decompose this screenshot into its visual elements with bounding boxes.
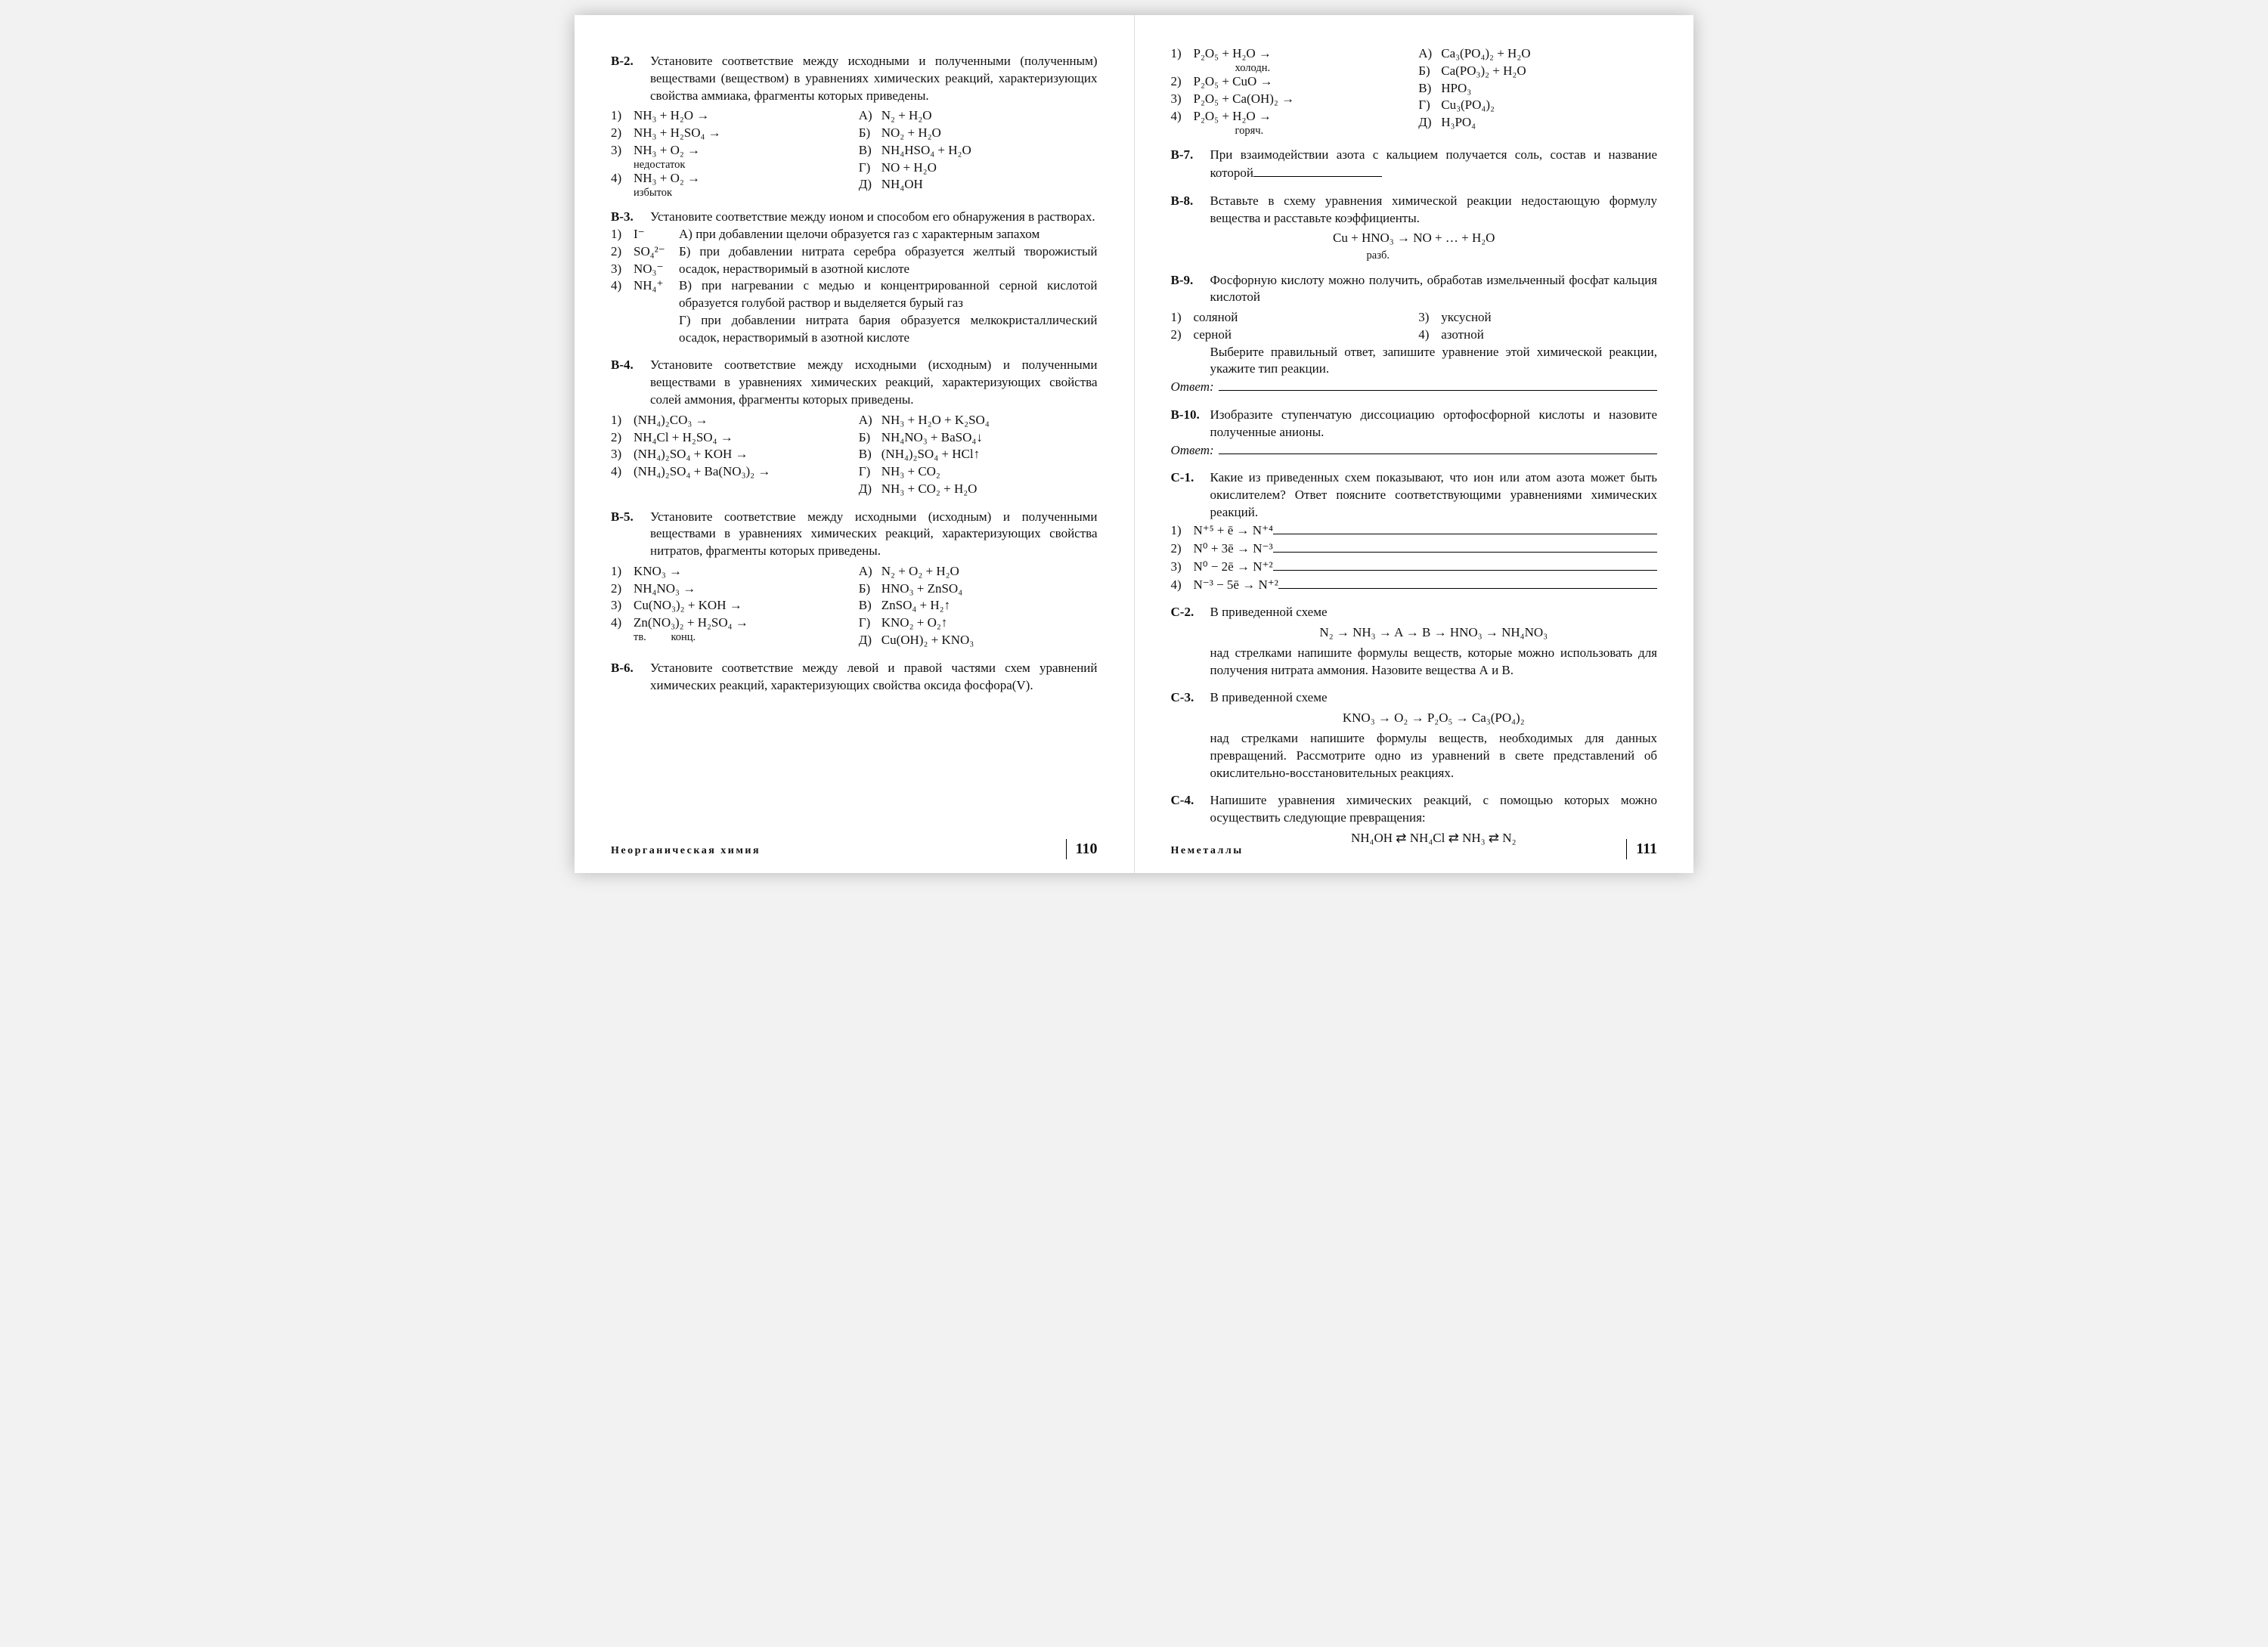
fill-line (1253, 164, 1382, 177)
task-b3-label: В-3. (611, 209, 650, 226)
footer-section-left: Неорганическая химия (611, 844, 1066, 859)
task-b6-cols: 1)P₂O₅ + H₂O → холодн. 2)P₂O₅ + CuO → 3)… (1171, 45, 1658, 136)
task-b7-label: В-7. (1171, 147, 1210, 182)
page-spread: В-2. Установите соответствие между исход… (575, 15, 1693, 873)
task-c1: С-1. Какие из приведенных схем показываю… (1171, 469, 1658, 593)
task-b8: В-8. Вставьте в схему уравнения химическ… (1171, 193, 1658, 262)
task-c3: С-3. В приведенной схеме KNO₃ → O₂ → P₂O… (1171, 689, 1658, 782)
page-110: В-2. Установите соответствие между исход… (575, 15, 1135, 873)
fill-line (1273, 558, 1657, 571)
task-c1-label: С-1. (1171, 469, 1210, 521)
page-111: 1)P₂O₅ + H₂O → холодн. 2)P₂O₅ + CuO → 3)… (1135, 15, 1694, 873)
b6-right-col: А)Ca₃(PO₄)₂ + H₂O Б)Ca(PO₃)₂ + H₂O В)HPO… (1418, 45, 1657, 136)
task-b9-text: Фосфорную кислоту можно получить, обрабо… (1210, 272, 1658, 307)
task-b7-text: При взаимодействии азота с кальцием полу… (1210, 147, 1658, 182)
task-b6: В-6. Установите соответствие между левой… (611, 660, 1098, 695)
b8-equation: Cu + HNO₃ → NO + … + H₂O (1171, 230, 1658, 247)
b5-left-col: 1)KNO₃ → 2)NH₄NO₃ → 3)Cu(NO₃)₂ + KOH → 4… (611, 563, 850, 649)
footer-right: Неметаллы 111 (1171, 839, 1658, 859)
answer-label: Ответ: (1171, 442, 1214, 460)
task-b9-label: В-9. (1171, 272, 1210, 307)
task-b3-text: Установите соответствие между ионом и сп… (650, 209, 1098, 226)
b3-answers: А) при добавлении щелочи образуется газ … (679, 226, 1098, 346)
page-number-right: 111 (1626, 839, 1657, 859)
task-b10: В-10. Изобразите ступенчатую диссоциацию… (1171, 407, 1658, 459)
task-b6-text: Установите соответствие между левой и пр… (650, 660, 1098, 695)
task-b10-label: В-10. (1171, 407, 1210, 441)
task-b4-label: В-4. (611, 357, 650, 408)
c3-equation: KNO₃ → O₂ → P₂O₅ → Ca₃(PO₄)₂ (1210, 710, 1658, 727)
b3-ions: 1)I⁻ 2)SO₄²⁻ 3)NO₃⁻ 4)NH₄⁺ (611, 226, 679, 346)
task-b3: В-3. Установите соответствие между ионом… (611, 209, 1098, 346)
task-b7: В-7. При взаимодействии азота с кальцием… (1171, 147, 1658, 182)
b4-left-col: 1)(NH₄)₂CO₃ → 2)NH₄Cl + H₂SO₄ → 3)(NH₄)₂… (611, 412, 850, 498)
task-b5-text: Установите соответствие между исходными … (650, 509, 1098, 560)
fill-line (1219, 441, 1657, 454)
task-b4: В-4. Установите соответствие между исход… (611, 357, 1098, 497)
task-b8-text: Вставьте в схему уравнения химической ре… (1210, 193, 1658, 228)
task-b4-text: Установите соответствие между исходными … (650, 357, 1098, 408)
task-c2-label: С-2. (1171, 604, 1210, 679)
fill-line (1273, 540, 1657, 553)
answer-label: Ответ: (1171, 379, 1214, 396)
task-b2-text: Установите соответствие между исходными … (650, 53, 1098, 104)
b6-left-col: 1)P₂O₅ + H₂O → холодн. 2)P₂O₅ + CuO → 3)… (1171, 45, 1410, 136)
task-b10-text: Изобразите ступенчатую диссоциацию ортоф… (1210, 407, 1658, 441)
task-c2: С-2. В приведенной схеме N₂ → NH₃ → A → … (1171, 604, 1658, 679)
task-b5: В-5. Установите соответствие между исход… (611, 509, 1098, 649)
task-b2: В-2. Установите соответствие между исход… (611, 53, 1098, 198)
task-b6-label: В-6. (611, 660, 650, 695)
task-b5-label: В-5. (611, 509, 650, 560)
task-c3-label: С-3. (1171, 689, 1210, 782)
page-number-left: 110 (1066, 839, 1098, 859)
fill-line (1219, 378, 1657, 391)
footer-left: Неорганическая химия 110 (611, 839, 1098, 859)
b2-right-col: А)N₂ + H₂O Б)NO₂ + H₂O В)NH₄HSO₄ + H₂O Г… (859, 107, 1098, 198)
task-b2-label: В-2. (611, 53, 650, 104)
task-b8-label: В-8. (1171, 193, 1210, 228)
b5-right-col: А)N₂ + O₂ + H₂O Б)HNO₃ + ZnSO₄ В)ZnSO₄ +… (859, 563, 1098, 649)
task-c1-text: Какие из приведенных схем показывают, чт… (1210, 469, 1658, 521)
b4-right-col: А)NH₃ + H₂O + K₂SO₄ Б)NH₄NO₃ + BaSO₄↓ В)… (859, 412, 1098, 498)
c2-equation: N₂ → NH₃ → A → B → HNO₃ → NH₄NO₃ (1210, 624, 1658, 642)
fill-line (1278, 575, 1657, 588)
task-b9: В-9. Фосфорную кислоту можно получить, о… (1171, 272, 1658, 397)
fill-line (1273, 522, 1657, 534)
b2-left-col: 1)NH₃ + H₂O → 2)NH₃ + H₂SO₄ → 3)NH₃ + O₂… (611, 107, 850, 198)
footer-section-right: Неметаллы (1171, 844, 1627, 859)
